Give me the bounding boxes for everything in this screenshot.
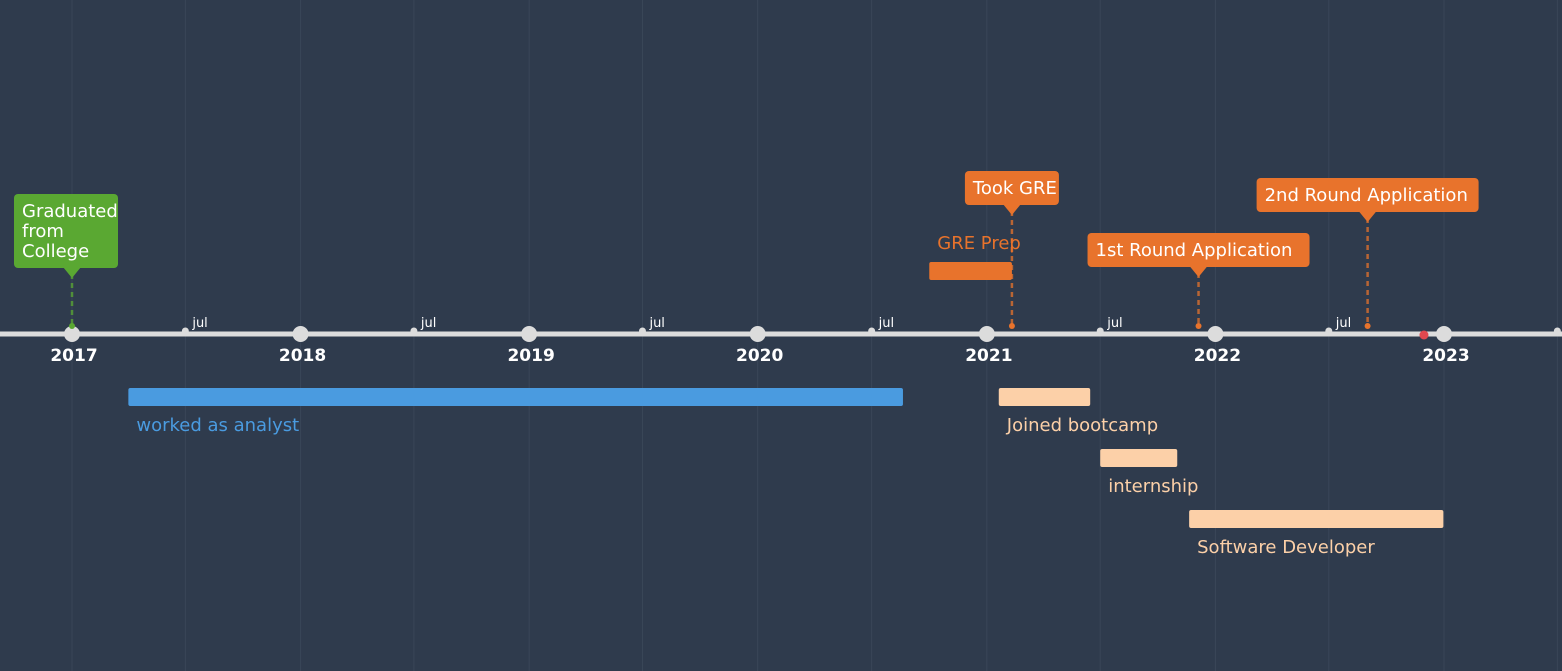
- year-tick-label: 2018: [279, 346, 326, 366]
- milestone-box[interactable]: [14, 194, 118, 268]
- range-bar[interactable]: [998, 388, 1091, 406]
- jul-tick-label: jul: [878, 316, 894, 331]
- milestone-dot: [1195, 323, 1202, 329]
- range-label: worked as analyst: [136, 415, 299, 436]
- milestone-pointer: [1189, 266, 1208, 277]
- range-bars: GRE Prep worked as analyst Joined bootcamp…: [128, 233, 1444, 558]
- range-label: internship: [1108, 476, 1198, 497]
- year-tick-dot: [1207, 326, 1224, 342]
- year-tick-label: 2023: [1422, 346, 1469, 366]
- year-tick-label: 2022: [1194, 346, 1241, 366]
- range-bar[interactable]: [1189, 510, 1444, 528]
- year-tick-dot: [521, 326, 538, 342]
- jul-tick-dot: [868, 327, 876, 335]
- milestone-label: 2nd Round Application: [1265, 185, 1468, 206]
- range-bar[interactable]: [929, 262, 1012, 280]
- jul-tick-dot: [410, 327, 418, 335]
- range-bar[interactable]: [1100, 449, 1178, 467]
- year-tick-dot: [292, 326, 309, 342]
- jul-tick-label: jul: [648, 316, 664, 331]
- today-marker: [1419, 330, 1429, 340]
- time-axis: 2017 2018 2019 2020 2021 2022 2023 jul jul jul jul…: [0, 316, 1562, 366]
- jul-tick-label: jul: [1106, 316, 1122, 331]
- range-bar[interactable]: [128, 388, 903, 406]
- year-tick-dot: [1436, 326, 1452, 342]
- milestone-pointer: [1002, 204, 1021, 215]
- year-tick-dot: [749, 326, 766, 342]
- milestone-dot: [69, 323, 75, 329]
- jul-tick-label: jul: [191, 316, 207, 331]
- milestone-box[interactable]: [1256, 178, 1479, 212]
- milestone-pointer: [1358, 211, 1377, 222]
- year-tick-dot: [64, 326, 80, 342]
- milestone-pointer: [63, 267, 81, 278]
- jul-tick-dot: [181, 327, 189, 335]
- milestone-dot: [1008, 323, 1015, 329]
- jul-tick-dot: [638, 327, 646, 335]
- range-label: Software Developer: [1197, 537, 1375, 558]
- jul-tick-dot: [1096, 327, 1104, 335]
- milestone-label: Took GRE: [972, 178, 1057, 199]
- milestone-label: College: [22, 241, 89, 262]
- year-tick-label: 2021: [965, 346, 1012, 366]
- year-tick-label: 2019: [507, 346, 554, 366]
- jul-tick-label: jul: [420, 316, 436, 331]
- milestone-dot: [1364, 323, 1371, 329]
- milestone-box[interactable]: [964, 171, 1059, 205]
- year-tick-label: 2017: [50, 346, 97, 366]
- year-tick-dot: [978, 326, 995, 342]
- milestone-label: from: [22, 221, 64, 242]
- jul-tick-label: jul: [1335, 316, 1351, 331]
- range-label: Joined bootcamp: [1006, 415, 1158, 436]
- milestone-label: Graduated: [22, 201, 118, 222]
- jul-tick-dot: [1553, 327, 1561, 335]
- range-label: GRE Prep: [937, 233, 1021, 254]
- jul-tick-dot: [1325, 327, 1333, 335]
- milestone-box[interactable]: [1087, 233, 1310, 267]
- year-tick-label: 2020: [736, 346, 783, 366]
- milestone-label: 1st Round Application: [1096, 240, 1293, 261]
